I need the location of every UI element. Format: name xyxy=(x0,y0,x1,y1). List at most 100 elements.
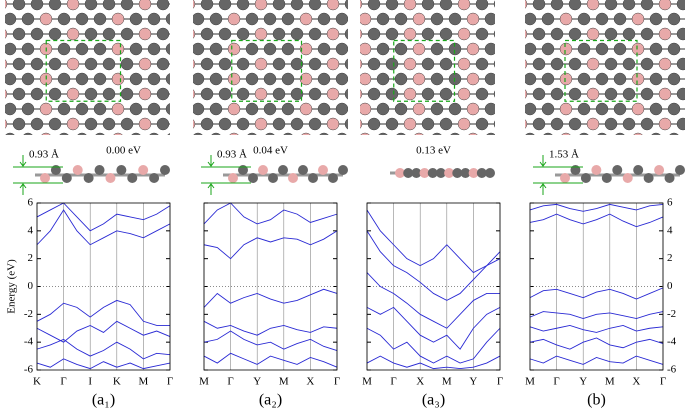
boron-atom xyxy=(631,12,645,26)
x-tick-label: M xyxy=(605,376,615,388)
boron-atom xyxy=(193,59,196,69)
carbon-atom xyxy=(218,117,232,131)
carbon-atom xyxy=(317,72,331,86)
carbon-atom xyxy=(167,133,170,135)
boron-atom xyxy=(631,102,645,116)
carbon-atom xyxy=(532,0,546,11)
side-atom xyxy=(72,165,83,175)
unit-cell xyxy=(231,39,303,102)
carbon-atom xyxy=(156,0,170,11)
x-tick-label: K xyxy=(113,376,121,388)
boron-atom xyxy=(254,87,268,101)
carbon-atom xyxy=(75,102,89,116)
boron-atom xyxy=(39,12,53,26)
carbon-atom xyxy=(532,57,546,71)
carbon-atom xyxy=(218,0,232,11)
boron-atom xyxy=(299,102,313,116)
side-atom xyxy=(160,165,170,175)
carbon-atom xyxy=(450,132,460,135)
band xyxy=(203,330,338,351)
carbon-atom xyxy=(475,27,489,41)
carbon-atom xyxy=(550,27,564,41)
carbon-atom xyxy=(577,102,591,116)
boron-atom xyxy=(5,89,8,99)
atoms xyxy=(525,0,685,135)
boron-atom xyxy=(193,89,196,99)
carbon-atom xyxy=(335,102,348,116)
carbon-atom xyxy=(209,102,223,116)
boron-atom xyxy=(360,0,363,9)
boron-atom xyxy=(326,57,340,71)
carbon-atom xyxy=(236,87,250,101)
boron-atom xyxy=(586,57,600,71)
band xyxy=(203,230,338,260)
x-tick-label: M xyxy=(442,376,452,388)
carbon-atom xyxy=(120,0,134,11)
boron-atom xyxy=(299,42,313,56)
boron-atom xyxy=(586,87,600,101)
carbon-atom xyxy=(613,42,627,56)
carbon-atom xyxy=(84,0,98,11)
thickness-arrow xyxy=(207,155,215,195)
boron-atom xyxy=(403,117,417,131)
carbon-atom xyxy=(676,57,685,71)
carbon-atom xyxy=(317,12,331,26)
side-atom xyxy=(61,173,72,183)
carbon-atom xyxy=(200,0,214,11)
side-atom xyxy=(258,165,268,175)
carbon-atom xyxy=(30,87,44,101)
carbon-atom xyxy=(367,27,381,41)
carbon-atom xyxy=(263,42,277,56)
y-tick-label: 0 xyxy=(667,280,673,292)
thickness-arrow xyxy=(19,155,27,195)
boron-atom xyxy=(111,102,125,116)
carbon-atom xyxy=(236,57,250,71)
carbon-atom xyxy=(247,132,257,135)
carbon-atom xyxy=(335,42,348,56)
carbon-atom xyxy=(568,117,582,131)
atoms xyxy=(193,0,348,135)
carbon-atom xyxy=(308,0,322,11)
carbon-atom xyxy=(281,12,295,26)
carbon-atom xyxy=(604,87,618,101)
x-tick-label: Γ xyxy=(390,376,396,388)
boron-atom xyxy=(254,27,268,41)
side-atom xyxy=(83,173,94,183)
x-tick-label: X xyxy=(632,376,640,388)
carbon-atom xyxy=(48,87,62,101)
band xyxy=(36,202,171,232)
carbon-atom xyxy=(525,12,537,26)
boron-atom xyxy=(41,132,51,135)
carbon-atom xyxy=(367,57,381,71)
band xyxy=(529,311,664,319)
side-atom xyxy=(591,165,602,175)
carbon-atom xyxy=(344,88,348,100)
band xyxy=(366,230,501,301)
band xyxy=(203,202,338,225)
carbon-atom xyxy=(5,42,17,56)
carbon-atom xyxy=(272,57,286,71)
boron-atom xyxy=(412,12,426,26)
boron-atom xyxy=(66,27,80,41)
carbon-atom xyxy=(430,102,444,116)
carbon-atom xyxy=(245,42,259,56)
carbon-atom xyxy=(48,27,62,41)
carbon-atom xyxy=(102,57,116,71)
band xyxy=(36,209,171,246)
boron-atom xyxy=(360,132,370,135)
boron-atom xyxy=(403,57,417,71)
boron-atom xyxy=(512,28,524,40)
boron-atom xyxy=(111,72,125,86)
carbon-atom xyxy=(193,72,205,86)
side-atom xyxy=(94,165,105,175)
side-atom xyxy=(622,173,633,183)
carbon-atom xyxy=(48,0,62,11)
band xyxy=(36,299,170,326)
boron-atom xyxy=(412,72,426,86)
carbon-atom xyxy=(577,12,591,26)
thickness-label: 0.93 Å xyxy=(217,149,247,161)
side-atom xyxy=(419,168,430,178)
carbon-atom xyxy=(102,87,116,101)
carbon-atom xyxy=(129,102,143,116)
boron-atom xyxy=(227,42,241,56)
